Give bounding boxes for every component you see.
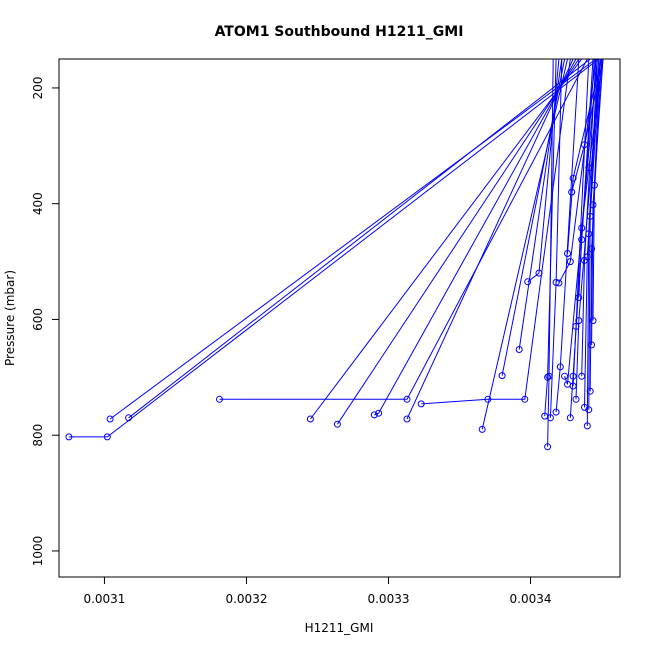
data-point: [403, 415, 411, 423]
data-point: [575, 294, 583, 301]
data-point: [561, 372, 569, 380]
data-point: [588, 341, 596, 349]
y-tick-label: 1000: [31, 536, 45, 567]
series-line-5: [310, 59, 583, 420]
series-line-33: [571, 59, 604, 193]
data-point: [588, 245, 596, 253]
series-line-26: [586, 59, 598, 426]
series-line-15: [547, 59, 554, 447]
data-point: [590, 181, 598, 189]
data-point: [544, 443, 552, 451]
data-point: [569, 174, 577, 182]
data-point: [125, 414, 133, 422]
series-line-30: [592, 59, 601, 321]
data-point: [417, 400, 425, 408]
chart-title: ATOM1 Southbound H1211_GMI: [215, 24, 464, 40]
series-line-8: [406, 59, 574, 420]
series-line-6: [336, 59, 580, 425]
data-point: [585, 230, 593, 238]
series-line-17: [555, 59, 580, 413]
y-axis: 200 400 600 800 1000: [31, 76, 60, 567]
data-point: [556, 363, 564, 371]
data-point: [375, 409, 383, 417]
series-line-14: [544, 59, 557, 417]
x-axis: 0.0031 0.0032 0.0033 0.0034: [83, 576, 552, 606]
series-line-32: [581, 59, 604, 229]
data-point: [585, 406, 593, 414]
series-line-4: [219, 59, 588, 400]
y-axis-label: Pressure (mbar): [3, 270, 17, 366]
data-point: [498, 372, 506, 380]
series-line-9: [421, 59, 571, 405]
data-point: [578, 224, 586, 232]
data-point: [103, 433, 111, 441]
plot-series: [65, 59, 604, 451]
data-point: [552, 408, 560, 416]
x-tick-label: 0.0031: [83, 592, 125, 606]
series-line-27: [588, 59, 601, 410]
data-point: [555, 279, 563, 287]
data-point: [578, 236, 586, 244]
data-point: [575, 317, 583, 325]
data-point: [581, 141, 588, 149]
series-line-13: [527, 59, 560, 283]
x-axis-label: H1211_GMI: [305, 621, 374, 635]
data-point: [106, 415, 114, 423]
series-line-1: [68, 59, 600, 438]
data-point: [403, 395, 411, 403]
data-point: [586, 387, 594, 395]
series-line-18: [558, 59, 597, 284]
data-point: [566, 414, 574, 422]
data-point: [583, 422, 591, 430]
series-line-31: [567, 59, 602, 254]
data-point: [333, 420, 341, 428]
data-point: [306, 415, 314, 423]
data-point: [544, 373, 552, 381]
x-tick-label: 0.0034: [510, 592, 552, 606]
data-point: [564, 250, 571, 257]
data-point: [589, 317, 597, 325]
data-point: [566, 258, 574, 266]
y-tick-label: 200: [31, 76, 45, 99]
data-point: [524, 278, 532, 286]
series-line-7: [374, 59, 577, 416]
data-point: [478, 425, 486, 433]
series-line-3: [128, 59, 591, 419]
data-point: [370, 411, 378, 419]
series-line-25: [584, 59, 600, 408]
data-point: [585, 164, 593, 172]
y-tick-label: 600: [31, 308, 45, 331]
series-line-24: [581, 59, 597, 377]
x-tick-label: 0.0032: [225, 592, 267, 606]
data-point: [572, 395, 580, 403]
data-point: [515, 346, 523, 353]
x-tick-label: 0.0033: [367, 592, 409, 606]
data-point: [216, 395, 223, 403]
y-tick-label: 400: [31, 192, 45, 215]
data-point: [484, 395, 492, 403]
data-point: [546, 414, 554, 422]
data-point: [589, 201, 597, 209]
series-line-29: [591, 59, 604, 345]
data-point: [65, 433, 73, 441]
data-point: [521, 395, 529, 403]
y-tick-label: 800: [31, 424, 45, 447]
series-line-2: [109, 59, 597, 420]
data-point: [535, 269, 543, 277]
data-point: [568, 188, 576, 196]
